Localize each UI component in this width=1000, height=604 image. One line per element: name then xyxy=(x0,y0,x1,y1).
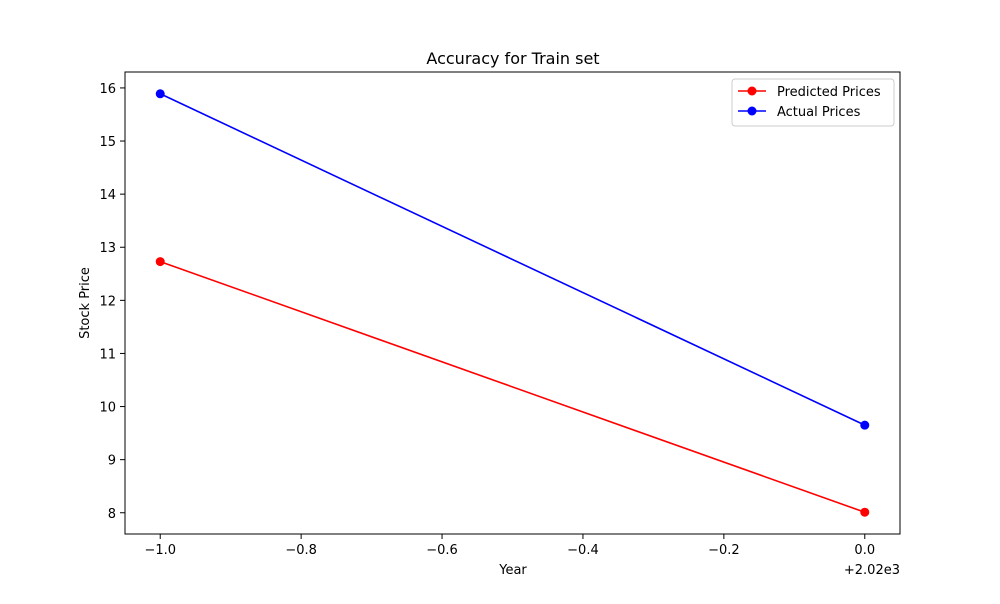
legend-label: Predicted Prices xyxy=(777,85,881,100)
data-point xyxy=(155,257,165,267)
data-point xyxy=(860,507,870,517)
x-tick-label: 0.0 xyxy=(854,543,875,558)
y-tick-label: 13 xyxy=(99,241,116,256)
legend-box xyxy=(731,78,895,127)
legend-marker xyxy=(747,86,757,96)
data-point xyxy=(155,89,165,99)
legend: Predicted Prices Actual Prices xyxy=(731,78,895,127)
y-tick-label: 10 xyxy=(99,401,116,416)
y-tick-label: 11 xyxy=(99,347,116,362)
series-line-1 xyxy=(159,93,866,426)
y-tick-label: 9 xyxy=(108,454,116,469)
ticks-layer: −1.0 −0.8 −0.6 −0.4 −0.2 0.0 8 9 10 11 12 13 14 15 16 xyxy=(99,82,875,558)
legend-label: Actual Prices xyxy=(777,105,861,120)
series-layer xyxy=(155,89,870,517)
data-point xyxy=(860,420,870,430)
plot-frame xyxy=(124,71,901,535)
x-tick-label: −0.2 xyxy=(708,543,740,558)
y-tick-label: 15 xyxy=(99,135,116,150)
y-tick-label: 12 xyxy=(99,294,116,309)
y-tick-label: 14 xyxy=(99,188,116,203)
legend-marker xyxy=(747,106,757,116)
y-tick-label: 8 xyxy=(108,507,116,522)
x-offset-label: +2.02e3 xyxy=(844,563,900,578)
x-tick-label: −0.8 xyxy=(285,543,317,558)
x-tick-label: −1.0 xyxy=(144,543,176,558)
chart-title: Accuracy for Train set xyxy=(426,49,599,68)
y-tick-label: 16 xyxy=(99,82,116,97)
x-tick-label: −0.4 xyxy=(567,543,599,558)
x-tick-label: −0.6 xyxy=(426,543,458,558)
series-line-0 xyxy=(159,260,866,513)
x-axis-label: Year xyxy=(498,563,527,578)
y-axis-label: Stock Price xyxy=(78,267,93,339)
